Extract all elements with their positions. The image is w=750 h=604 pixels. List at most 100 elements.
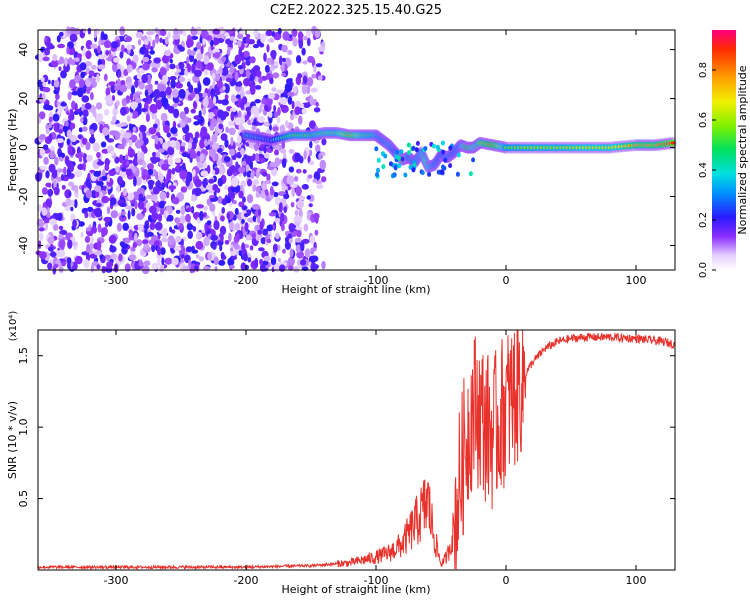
noise-speck [184, 106, 189, 115]
noise-speck [151, 107, 157, 114]
noise-speck [108, 81, 116, 86]
noise-speck [117, 78, 121, 86]
noise-speck [237, 33, 244, 39]
noise-speck [166, 132, 171, 138]
noise-speck [199, 140, 206, 149]
noise-speck [123, 237, 131, 244]
noise-speck [161, 237, 169, 243]
noise-speck [38, 53, 44, 62]
noise-speck [196, 52, 204, 61]
noise-speck [245, 59, 251, 66]
noise-speck [221, 207, 225, 214]
noise-speck [142, 56, 150, 63]
noise-speck [196, 41, 202, 50]
noise-speck [253, 118, 257, 126]
noise-speck [191, 63, 196, 74]
noise-speck [66, 138, 71, 146]
noise-speck [298, 115, 303, 125]
noise-speck [205, 35, 213, 41]
noise-speck [245, 235, 253, 241]
noise-speck [271, 87, 277, 92]
noise-speck [179, 111, 186, 120]
noise-speck [256, 70, 262, 78]
noise-speck [187, 63, 192, 73]
noise-speck [85, 50, 92, 60]
noise-speck [126, 44, 132, 51]
noise-speck [151, 243, 156, 253]
noise-speck [305, 28, 311, 39]
noise-speck [92, 142, 100, 152]
noise-speck [171, 257, 179, 266]
noise-speck [71, 265, 77, 271]
noise-speck [227, 257, 235, 267]
noise-speck [179, 121, 186, 128]
noise-speck [292, 30, 298, 35]
noise-speck [54, 99, 58, 108]
noise-speck [308, 120, 316, 130]
noise-speck [143, 243, 150, 250]
noise-speck [234, 54, 242, 65]
noise-speck [280, 223, 285, 232]
noise-speck [70, 206, 74, 212]
noise-speck [151, 67, 158, 73]
noise-speck [39, 165, 48, 170]
noise-speck [41, 207, 48, 216]
noise-speck [203, 69, 209, 76]
noise-speck [295, 186, 302, 197]
noise-speck [90, 263, 94, 273]
noise-speck [185, 213, 191, 223]
noise-speck [58, 129, 63, 134]
noise-speck [48, 133, 53, 143]
noise-speck [115, 123, 124, 128]
noise-speck [169, 75, 177, 81]
noise-speck [48, 116, 53, 123]
noise-speck [301, 47, 306, 56]
noise-speck [82, 161, 86, 172]
x-tick-label: -300 [104, 274, 129, 287]
noise-speck [282, 57, 286, 63]
trace-scatter [411, 145, 416, 151]
noise-speck [259, 263, 266, 272]
noise-speck [304, 248, 311, 258]
noise-speck [252, 44, 260, 49]
noise-speck [90, 133, 95, 138]
noise-speck [56, 176, 63, 182]
noise-speck [191, 194, 196, 202]
noise-speck [279, 148, 287, 154]
noise-speck [286, 78, 293, 85]
noise-speck [79, 62, 87, 71]
noise-speck [125, 160, 129, 166]
noise-speck [234, 71, 239, 82]
trace-scatter [441, 149, 445, 155]
noise-speck [176, 67, 182, 73]
trace-scatter [415, 140, 420, 146]
noise-speck [268, 111, 273, 118]
noise-speck [140, 151, 145, 161]
noise-speck [309, 160, 315, 166]
trace-scatter [374, 146, 379, 152]
noise-speck [279, 97, 288, 105]
noise-speck [252, 215, 257, 222]
noise-speck [81, 207, 89, 213]
noise-speck [102, 127, 110, 136]
noise-speck [74, 57, 80, 63]
noise-speck [106, 206, 111, 215]
noise-speck [148, 127, 157, 135]
noise-speck [229, 36, 235, 41]
noise-speck [240, 52, 245, 62]
trace-scatter [414, 147, 419, 153]
noise-speck [118, 253, 123, 262]
noise-speck [136, 213, 144, 221]
noise-speck [217, 177, 224, 187]
noise-speck [230, 111, 235, 122]
noise-speck [261, 181, 268, 191]
noise-speck [127, 148, 135, 158]
noise-speck [258, 76, 263, 84]
noise-speck [229, 165, 237, 174]
noise-speck [159, 37, 163, 44]
noise-speck [198, 256, 205, 262]
noise-speck [264, 153, 270, 159]
noise-speck [132, 242, 138, 248]
noise-speck [288, 166, 295, 173]
noise-speck [250, 67, 258, 77]
